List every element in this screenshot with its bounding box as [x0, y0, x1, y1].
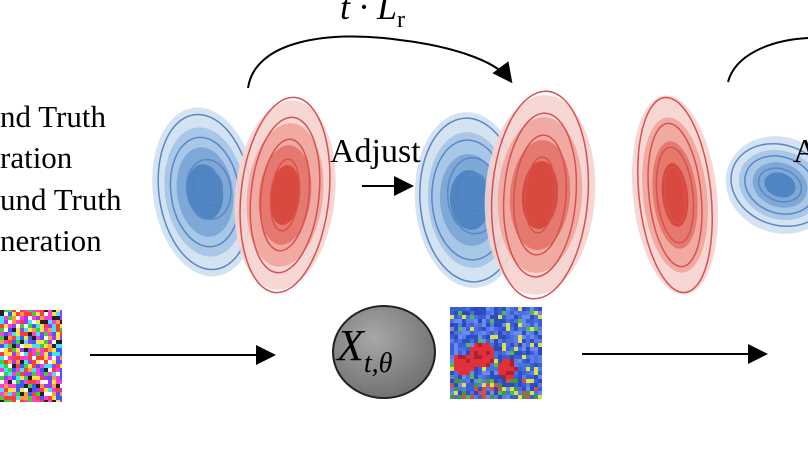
red-density-3: [631, 95, 719, 295]
blue-density-4: [725, 136, 808, 234]
legend-line-3: und Truth: [0, 182, 122, 217]
node-main: X: [337, 321, 364, 370]
latent-node: [332, 305, 436, 399]
loss-subscript: r: [397, 7, 406, 33]
curved-arrow-1: [247, 35, 513, 89]
node-label: Xt,θ: [337, 320, 392, 379]
density-plot-3: [631, 95, 719, 295]
node-subscript: t,θ: [363, 348, 393, 379]
density-plot-2: [414, 90, 596, 300]
density-plot-1: [152, 96, 336, 294]
density-plot-4: [725, 136, 808, 234]
noise-image: [0, 310, 62, 402]
noisy-image: [450, 307, 542, 399]
adjust-label-1: Adjust: [330, 133, 421, 170]
loss-main: t · L: [340, 0, 398, 27]
legend-line-1: nd Truth: [0, 99, 106, 134]
legend-line-2: ration: [0, 140, 73, 175]
legend-line-4: neration: [0, 223, 102, 258]
curved-arrow-2: [727, 37, 808, 83]
adjust-label-2: A: [793, 133, 808, 170]
red-density-2: [484, 90, 596, 300]
loss-label: t · Lr: [340, 0, 405, 33]
red-density-1: [234, 96, 336, 294]
blue-density-1: [152, 107, 258, 277]
